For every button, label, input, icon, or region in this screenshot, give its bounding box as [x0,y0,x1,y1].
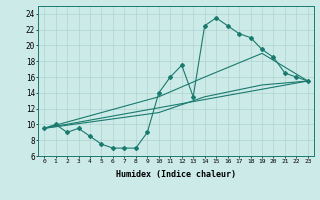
X-axis label: Humidex (Indice chaleur): Humidex (Indice chaleur) [116,170,236,179]
